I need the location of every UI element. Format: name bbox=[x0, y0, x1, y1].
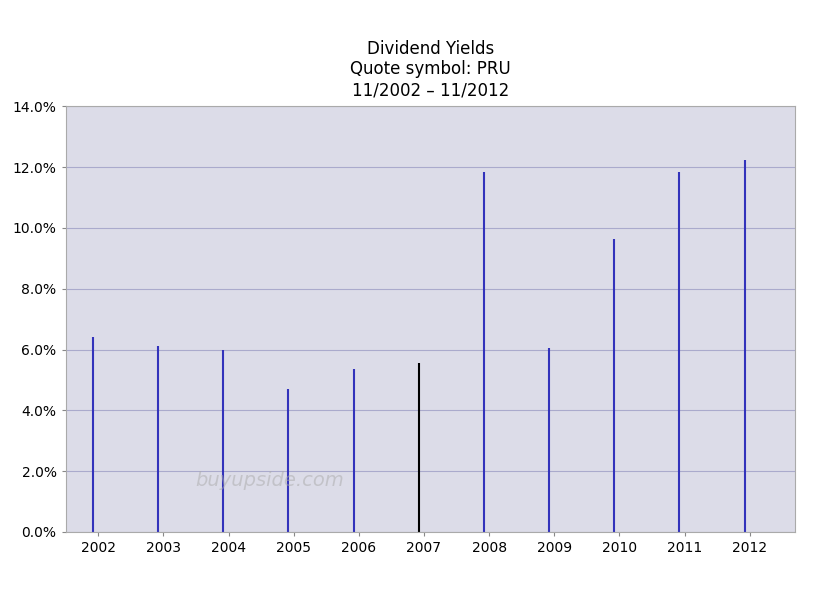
Text: buyupside.com: buyupside.com bbox=[195, 472, 344, 491]
Title: Dividend Yields
Quote symbol: PRU
11/2002 – 11/2012: Dividend Yields Quote symbol: PRU 11/200… bbox=[350, 40, 510, 99]
